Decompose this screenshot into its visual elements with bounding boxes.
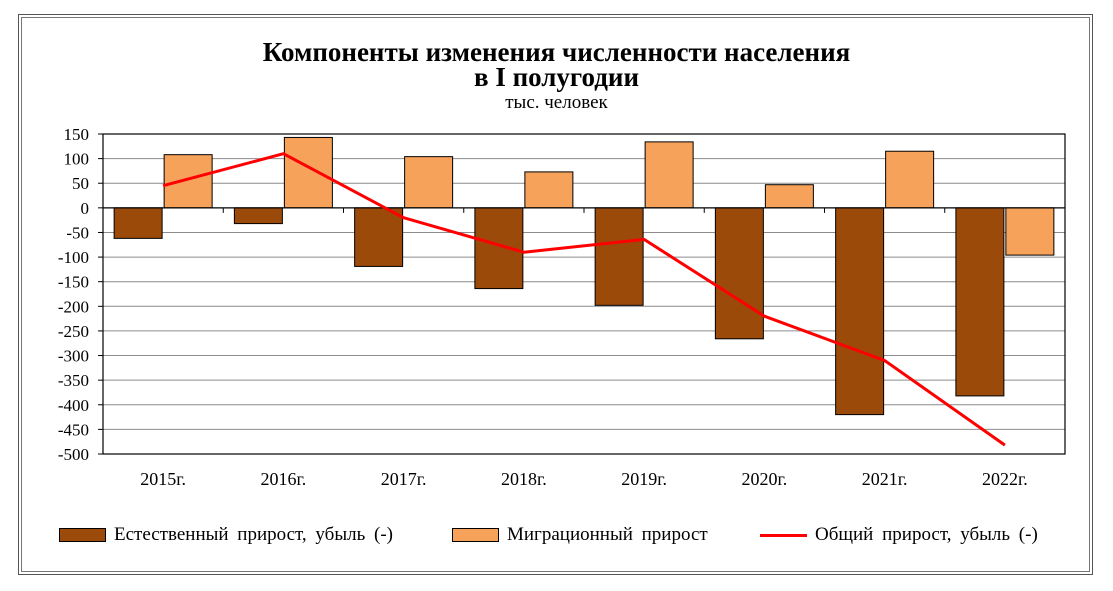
y-tick-label: -150 [58, 273, 89, 292]
y-tick-label: 0 [81, 199, 90, 218]
x-tick-label: 2018г. [501, 469, 547, 489]
bar-migration [283, 136, 333, 209]
chart-inner-frame [21, 17, 1090, 572]
chart-legend: Естественный прирост, убыль (-) Миграцио… [0, 524, 1113, 550]
y-tick-label: -350 [58, 371, 89, 390]
y-tick-label: -200 [58, 297, 89, 316]
bar-natural [233, 207, 283, 225]
legend-item-total: Общий прирост, убыль (-) [760, 524, 1038, 546]
x-tick-label: 2022г. [982, 469, 1028, 489]
x-tick-label: 2015г. [140, 469, 186, 489]
x-tick-label: 2016г. [260, 469, 306, 489]
bar-migration [885, 150, 935, 209]
chart-title-line-2: в I полугодии [473, 62, 640, 92]
chart-title-line-1: Компоненты изменения численности населен… [262, 37, 851, 67]
y-tick-label: -500 [58, 445, 89, 464]
bar-migration [404, 156, 454, 209]
legend-swatch-migration [452, 528, 499, 542]
chart-outer-frame [18, 14, 1093, 575]
x-tick-label: 2019г. [621, 469, 667, 489]
bar-natural [835, 207, 885, 416]
bar-migration [644, 141, 694, 209]
y-tick-label: 150 [64, 125, 90, 144]
chart-subtitle: тыс. человек [505, 92, 608, 113]
plot-border [102, 133, 1066, 455]
y-tick-label: -300 [58, 347, 89, 366]
bar-migration [1005, 207, 1055, 256]
line-total [162, 152, 1006, 447]
legend-label-total: Общий прирост, убыль (-) [815, 524, 1038, 545]
y-tick-label: -450 [58, 420, 89, 439]
x-tick-label: 2021г. [862, 469, 908, 489]
legend-label-migration: Миграционный прирост [507, 524, 708, 545]
legend-item-migration: Миграционный прирост [452, 524, 708, 546]
bar-natural [354, 207, 404, 267]
bar-natural [955, 207, 1005, 397]
y-tick-label: -250 [58, 322, 89, 341]
bar-migration [163, 154, 213, 209]
bar-migration [764, 184, 814, 209]
bar-natural [594, 207, 644, 306]
legend-swatch-natural [59, 528, 106, 542]
y-tick-label: -50 [66, 223, 89, 242]
x-tick-label: 2017г. [381, 469, 427, 489]
y-tick-label: -400 [58, 396, 89, 415]
legend-line-total [760, 533, 807, 537]
y-tick-label: 50 [72, 174, 89, 193]
legend-label-natural: Естественный прирост, убыль (-) [114, 524, 393, 545]
x-tick-label: 2020г. [741, 469, 787, 489]
bar-natural [474, 207, 524, 290]
y-tick-label: -100 [58, 248, 89, 267]
bar-natural [113, 207, 163, 239]
y-tick-label: 100 [64, 150, 90, 169]
legend-item-natural: Естественный прирост, убыль (-) [59, 524, 393, 546]
bar-migration [524, 171, 574, 209]
bar-natural [714, 207, 764, 340]
